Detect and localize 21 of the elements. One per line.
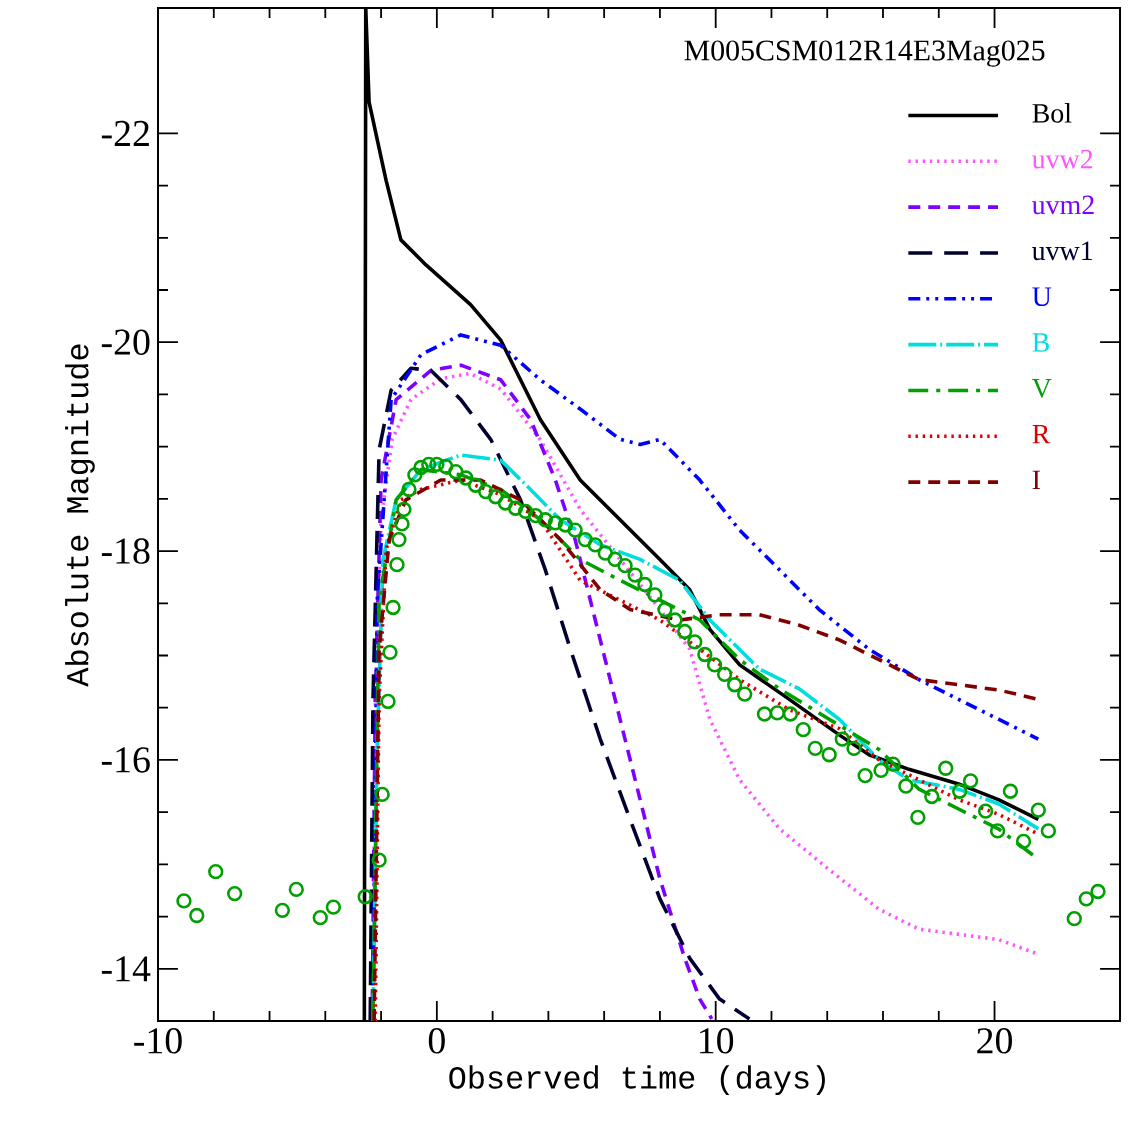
y-tick-label: -18 (101, 538, 150, 564)
y-tick-label: -14 (101, 956, 151, 982)
legend-label: R (1032, 424, 1051, 444)
legend-label: uvw1 (1032, 241, 1092, 261)
x-tick-label: 20 (977, 1028, 1012, 1054)
y-tick-label: -20 (101, 329, 150, 355)
legend-label: uvw2 (1032, 149, 1093, 169)
y-tick-label: -16 (101, 747, 150, 773)
legend-label: B (1032, 333, 1049, 352)
x-tick-label: -10 (134, 1028, 182, 1054)
x-axis-title: Observed time (days) (449, 1065, 825, 1096)
legend-label: Bol (1032, 103, 1072, 123)
y-tick-label: -22 (101, 120, 149, 146)
legend-label: I (1032, 470, 1040, 490)
legend-label: uvm2 (1032, 195, 1094, 215)
legend-label: V (1031, 379, 1052, 398)
legend-title: M005CSM012R14E3Mag025 (684, 40, 1045, 67)
x-tick-label: 0 (428, 1028, 445, 1054)
y-axis-title: Absolute Magnitude (65, 344, 95, 687)
legend-label: U (1032, 287, 1052, 307)
x-tick-label: 10 (700, 1028, 734, 1054)
